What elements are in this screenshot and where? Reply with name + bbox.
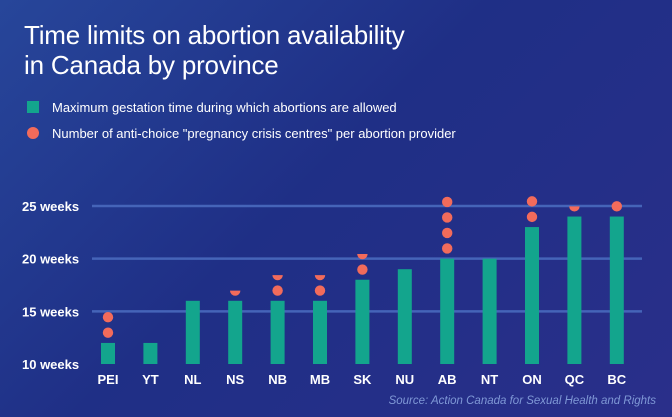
- bar-nt: [482, 258, 497, 364]
- y-tick-label: 15 weeks: [22, 304, 79, 319]
- crisis-centre-dot-ns: [230, 290, 241, 296]
- crisis-centre-dot-ab: [442, 243, 453, 254]
- legend-bar-swatch-icon: [27, 101, 39, 113]
- crisis-centre-dot-ab: [442, 227, 453, 239]
- crisis-centre-dot-sk: [357, 254, 368, 260]
- crisis-centre-dot-ab: [442, 196, 453, 208]
- legend-dot-swatch-icon: [27, 127, 39, 139]
- crisis-centre-dot-pei: [102, 327, 114, 338]
- y-tick-label: 25 weeks: [22, 199, 79, 214]
- chart-title: Time limits on abortion availability in …: [24, 20, 624, 80]
- x-tick-label: AB: [438, 372, 457, 387]
- bar-ns: [228, 300, 243, 364]
- crisis-centre-dot-nb: [272, 285, 283, 296]
- crisis-centre-dot-bc: [611, 201, 622, 212]
- y-tick-label: 10 weeks: [22, 357, 79, 372]
- source-note: Source: Action Canada for Sexual Health …: [388, 395, 656, 407]
- x-tick-label: ON: [522, 372, 542, 387]
- x-tick-label: NS: [226, 372, 244, 387]
- x-tick-label: BC: [607, 372, 626, 387]
- legend: Maximum gestation time during which abor…: [24, 94, 456, 146]
- legend-item-gestation: Maximum gestation time during which abor…: [24, 94, 456, 120]
- bar-ab: [440, 258, 455, 364]
- legend-item-crisis-centres: Number of anti-choice "pregnancy crisis …: [24, 120, 456, 146]
- crisis-centre-dot-pei: [102, 312, 114, 323]
- crisis-centre-dot-mb: [314, 275, 326, 281]
- crisis-centre-dot-qc: [569, 206, 580, 212]
- bar-pei: [101, 342, 115, 364]
- x-tick-label: NB: [268, 372, 287, 387]
- bar-yt: [143, 342, 158, 364]
- bar-nb: [270, 300, 285, 364]
- x-tick-label: NT: [481, 372, 498, 387]
- bar-mb: [313, 300, 327, 364]
- legend-label-gestation: Maximum gestation time during which abor…: [52, 99, 397, 115]
- bar-on: [525, 227, 539, 364]
- x-tick-label: NU: [395, 372, 414, 387]
- bar-sk: [355, 279, 370, 364]
- chart-title-line-1: Time limits on abortion availability: [24, 20, 405, 50]
- bar-nu: [397, 269, 412, 364]
- legend-label-crisis-centres: Number of anti-choice "pregnancy crisis …: [52, 125, 456, 141]
- x-tick-label: NL: [184, 372, 201, 387]
- bar-qc: [567, 216, 582, 364]
- x-tick-label: QC: [565, 372, 585, 387]
- x-tick-label: MB: [310, 372, 330, 387]
- crisis-centre-dot-on: [526, 211, 538, 223]
- crisis-centre-dot-mb: [314, 285, 326, 296]
- bar-nl: [185, 300, 200, 364]
- x-tick-label: PEI: [98, 372, 119, 387]
- crisis-centre-dot-ab: [442, 212, 453, 223]
- crisis-centre-dot-nb: [272, 275, 283, 281]
- x-tick-label: YT: [142, 372, 159, 387]
- bar-bc: [609, 216, 624, 364]
- crisis-centre-dot-sk: [357, 264, 368, 275]
- x-tick-label: SK: [353, 372, 372, 387]
- y-tick-label: 20 weeks: [22, 252, 79, 267]
- crisis-centre-dot-on: [526, 196, 538, 207]
- chart-title-line-2: in Canada by province: [24, 50, 279, 80]
